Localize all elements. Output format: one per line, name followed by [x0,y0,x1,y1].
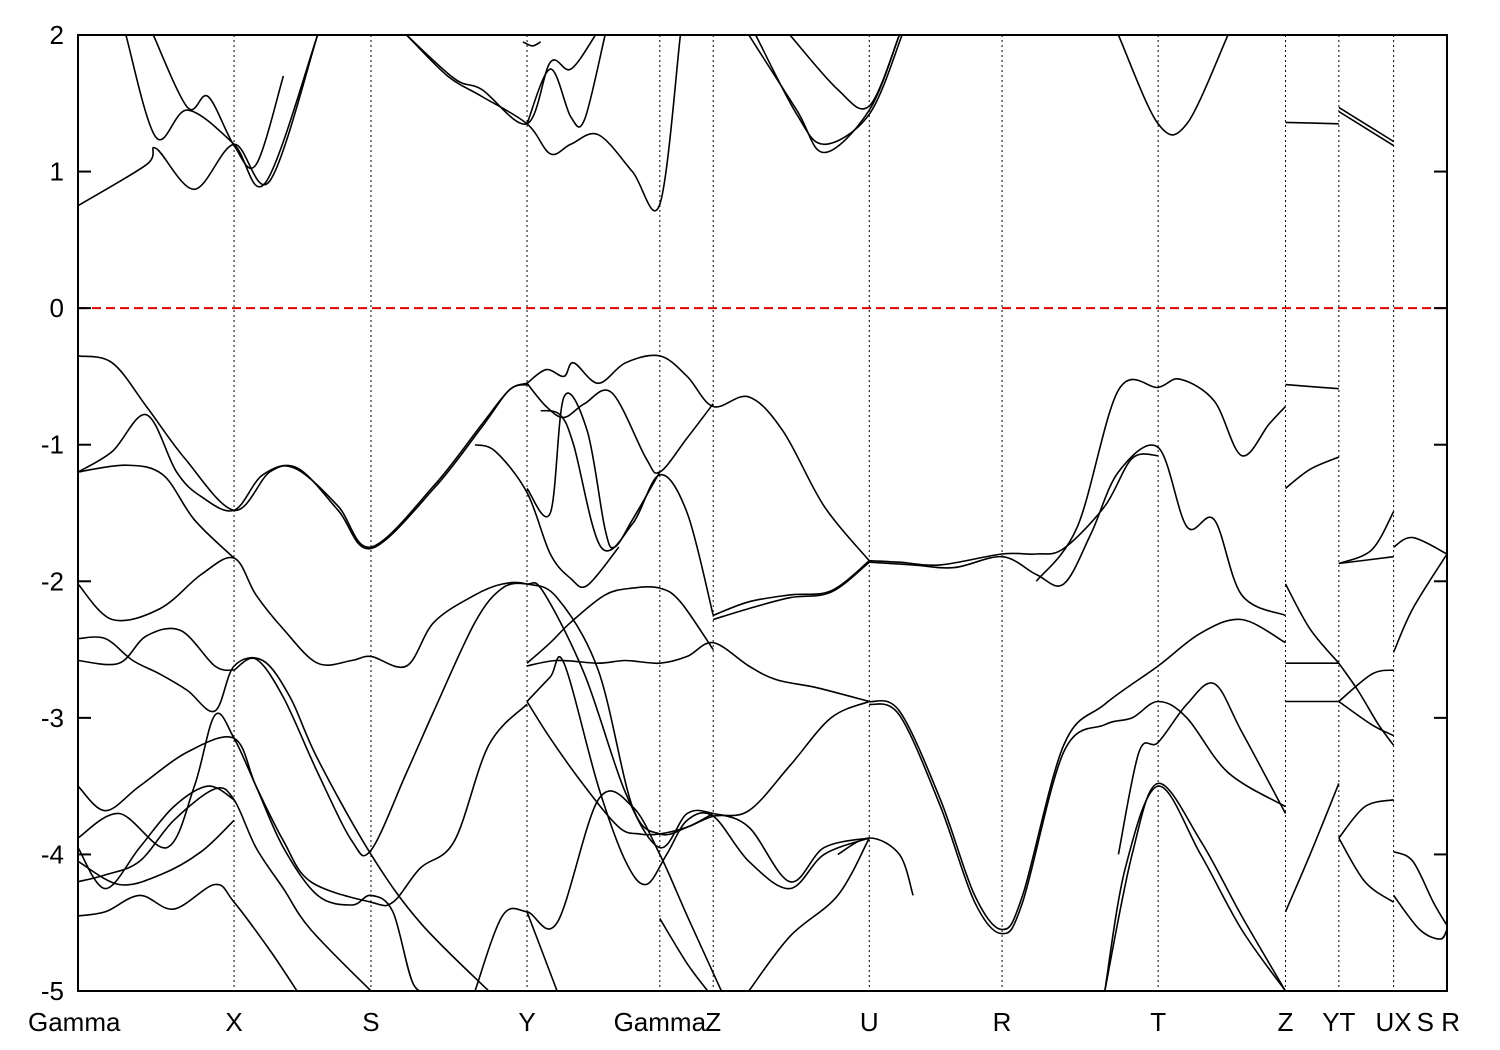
band-line-58 [659,918,709,991]
band-line-63 [1284,783,1340,913]
kpoint-grid-lines [233,35,1395,991]
band-line-25 [1285,383,1339,390]
band-line-0 [78,35,319,207]
y-tick-label: 2 [50,20,64,50]
band-line-54 [526,700,870,836]
band-line-53 [78,819,235,886]
x-kpoint-label: S [362,1007,379,1037]
band-line-23 [869,444,1286,617]
band-line-32 [233,581,870,883]
band-line-10 [1117,35,1229,136]
band-line-31 [78,556,714,836]
band-line-57 [526,911,558,991]
band-line-18 [526,382,714,474]
band-line-46 [1338,669,1394,703]
band-line-27 [1338,511,1395,565]
band-line-4 [406,35,597,125]
band-line-43 [1338,662,1395,746]
band-line-48 [78,703,528,907]
band-line-16 [78,464,235,559]
band-line-47 [1338,700,1394,737]
band-line-35 [526,641,870,703]
x-kpoint-label: Gamma [28,1007,121,1037]
x-kpoint-label: R [993,1007,1012,1037]
band-line-17 [526,354,870,562]
band-line-66 [1338,837,1395,903]
band-line-40 [869,700,1286,935]
x-kpoint-label: Z [1278,1007,1294,1037]
band-line-19 [526,392,661,549]
band-line-38 [712,561,870,621]
x-kpoint-label: YT [1322,1007,1355,1037]
band-line-33 [78,636,490,991]
band-line-49 [78,712,435,991]
band-line-68 [1392,894,1447,940]
band-line-24 [1035,378,1287,582]
band-line-21 [540,409,714,616]
band-line-13 [1338,110,1395,147]
y-tick-label: -2 [41,566,64,596]
x-kpoint-label: T [1150,1007,1166,1037]
y-axis-ticks: -5 -4 -3 -2 -1 0 1 2 [41,20,1447,1006]
band-line-60 [748,837,871,991]
band-line-51 [78,785,235,890]
band-line-29 [1393,536,1447,555]
x-kpoint-label: Z [705,1007,721,1037]
y-tick-label: -4 [41,839,64,869]
band-line-26 [1285,456,1340,490]
band-line-1 [125,35,319,188]
band-line-67 [1393,850,1447,926]
band-line-6 [522,41,542,47]
band-line-15 [78,383,528,550]
band-line-3 [406,35,682,212]
band-line-14 [78,355,528,548]
x-kpoint-label: S R [1417,1007,1460,1037]
plot-frame [77,34,1448,992]
x-kpoint-label: U [860,1007,879,1037]
band-line-41 [1117,682,1287,855]
band-line-34 [78,627,235,672]
band-line-12 [1338,106,1395,143]
y-tick-label: -1 [41,430,64,460]
x-kpoint-label: UX [1376,1007,1412,1037]
band-line-56 [474,790,723,991]
y-tick-label: 0 [50,293,64,323]
band-line-52 [78,883,298,991]
band-line-65 [1338,799,1394,839]
band-line-37 [712,560,870,617]
band-line-30 [1392,553,1447,653]
band-line-22 [869,453,1159,567]
x-kpoint-label: Gamma [614,1007,707,1037]
band-line-11 [1285,121,1339,125]
band-line-59 [837,837,914,896]
y-tick-label: 1 [50,157,64,187]
band-line-61 [1104,782,1287,991]
band-line-28 [1338,555,1394,565]
x-kpoint-label: X [225,1007,242,1037]
band-line-42 [1284,583,1340,664]
band-line-5 [526,35,606,128]
band-line-9 [789,35,901,110]
x-axis-kpoint-labels: Gamma X S Y Gamma Z U R T Z YT UX S R [28,1007,1460,1037]
band-line-8 [754,35,903,146]
x-kpoint-label: Y [518,1007,535,1037]
plot-border [77,34,1448,992]
band-line-36 [526,585,714,664]
y-tick-label: -5 [41,976,64,1006]
band-line-20 [474,443,620,589]
band-lines [78,35,1447,991]
band-line-39 [869,618,1286,931]
band-line-62 [1104,785,1287,991]
y-tick-label: -3 [41,703,64,733]
band-line-2 [152,35,285,170]
